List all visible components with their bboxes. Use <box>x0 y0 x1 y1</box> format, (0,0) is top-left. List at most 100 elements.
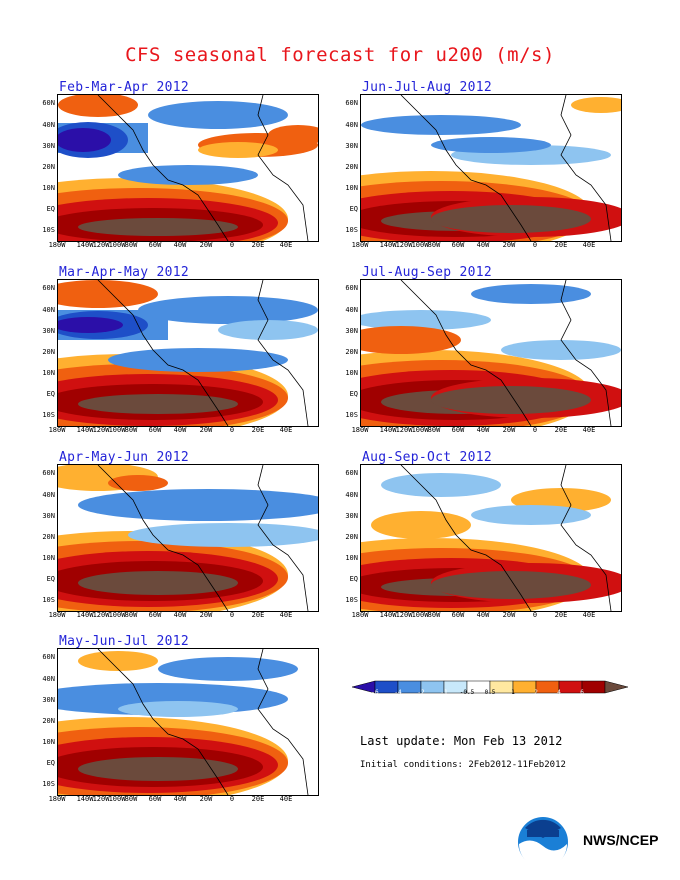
panel-title: Apr-May-Jun 2012 <box>59 450 190 465</box>
x-axis-label: 20W <box>199 426 213 434</box>
y-axis-label: 30N <box>42 327 55 335</box>
x-axis-label: 80W <box>124 426 138 434</box>
y-axis-label: 60N <box>42 469 55 477</box>
y-axis-label: 30N <box>345 142 358 150</box>
panel-title: Mar-Apr-May 2012 <box>59 265 190 280</box>
y-axis-label: EQ <box>46 759 55 767</box>
y-axis-label: 20N <box>42 348 55 356</box>
panel-title: Aug-Sep-Oct 2012 <box>362 450 493 465</box>
x-axis-label: 100W <box>411 426 429 434</box>
y-axis-label: 30N <box>345 512 358 520</box>
x-axis-label: 40E <box>279 795 293 803</box>
u200-field-map <box>58 649 309 795</box>
x-axis-label: 20E <box>251 241 265 249</box>
x-axis-label: 100W <box>411 611 429 619</box>
y-axis-label: 20N <box>345 163 358 171</box>
y-axis-label: EQ <box>349 205 358 213</box>
y-axis-label: 10N <box>42 554 55 562</box>
y-axis-label: 30N <box>42 142 55 150</box>
x-axis-label: 20W <box>199 241 213 249</box>
x-axis-label: 80W <box>124 241 138 249</box>
y-axis-label: 10S <box>42 596 55 604</box>
colorbar-tick-label: 1 <box>511 689 515 696</box>
colorbar-tick-label: -6 <box>371 689 379 696</box>
u200-field-map <box>58 465 318 611</box>
y-axis-label: 60N <box>345 284 358 292</box>
x-axis-label: 40E <box>582 426 596 434</box>
panel-map <box>360 464 622 612</box>
x-axis-label: 80W <box>124 611 138 619</box>
x-axis-label: 180W <box>48 795 66 803</box>
x-axis-label: 140W <box>76 611 94 619</box>
x-axis-label: 40W <box>476 426 490 434</box>
y-axis-label: 10S <box>42 226 55 234</box>
y-axis-label: 10S <box>42 780 55 788</box>
x-axis-label: 20E <box>554 426 568 434</box>
x-axis-label: 40W <box>173 426 187 434</box>
x-axis-label: 40W <box>173 795 187 803</box>
x-axis-label: 40E <box>279 241 293 249</box>
x-axis-label: 0 <box>229 795 235 803</box>
x-axis-label: 20W <box>502 611 516 619</box>
x-axis-label: 120W <box>395 611 413 619</box>
colorbar-tick-label: -2 <box>417 689 425 696</box>
y-axis-label: 40N <box>42 121 55 129</box>
x-axis-label: 180W <box>48 241 66 249</box>
x-axis-label: 0 <box>229 241 235 249</box>
x-axis-label: 40E <box>582 611 596 619</box>
colorbar-tick-label: 4 <box>557 689 561 696</box>
panel-map <box>57 464 319 612</box>
y-axis-label: EQ <box>46 390 55 398</box>
y-axis-label: 60N <box>345 469 358 477</box>
last-update-text: Last update: Mon Feb 13 2012 <box>360 734 563 748</box>
colorbar <box>352 680 628 694</box>
colorbar-tick-label: -0.5 <box>459 689 475 696</box>
x-axis-label: 180W <box>351 241 369 249</box>
x-axis-label: 20E <box>554 611 568 619</box>
y-axis-label: 40N <box>42 675 55 683</box>
y-axis-label: 30N <box>42 696 55 704</box>
x-axis-label: 80W <box>427 241 441 249</box>
u200-field-map <box>58 95 318 241</box>
u200-field-map <box>361 95 621 241</box>
x-axis-label: 140W <box>379 611 397 619</box>
y-axis-label: 10N <box>345 369 358 377</box>
x-axis-label: 40E <box>279 611 293 619</box>
colorbar-segment <box>604 680 628 694</box>
y-axis-label: 10N <box>42 184 55 192</box>
x-axis-label: 100W <box>108 795 126 803</box>
x-axis-label: 60W <box>148 611 162 619</box>
x-axis-label: 80W <box>124 795 138 803</box>
x-axis-label: 40W <box>476 241 490 249</box>
u200-field-map <box>361 280 621 426</box>
x-axis-label: 40W <box>173 611 187 619</box>
x-axis-label: 120W <box>92 795 110 803</box>
y-axis-label: 20N <box>42 163 55 171</box>
x-axis-label: 140W <box>379 241 397 249</box>
x-axis-label: 180W <box>351 611 369 619</box>
x-axis-label: 40E <box>279 426 293 434</box>
panel-map <box>57 94 319 242</box>
x-axis-label: 180W <box>351 426 369 434</box>
x-axis-label: 100W <box>108 611 126 619</box>
page-title: CFS seasonal forecast for u200 (m/s) <box>125 44 555 66</box>
x-axis-label: 20E <box>251 426 265 434</box>
x-axis-label: 60W <box>451 611 465 619</box>
y-axis-label: EQ <box>349 575 358 583</box>
forecast-panel: Feb-Mar-Apr 2012 60N 40N 30N 20N 10N EQ 10S 180W… <box>42 80 357 256</box>
y-axis-label: 30N <box>42 512 55 520</box>
y-axis-label: 60N <box>345 99 358 107</box>
y-axis-label: 20N <box>42 533 55 541</box>
x-axis-label: 180W <box>48 611 66 619</box>
colorbar-tick-label: 6 <box>580 689 584 696</box>
y-axis-label: 40N <box>345 491 358 499</box>
forecast-panel: Mar-Apr-May 2012 60N 40N 30N 20N 10N EQ 10S 180W… <box>42 265 357 441</box>
x-axis-label: 120W <box>92 611 110 619</box>
initial-conditions-text: Initial conditions: 2Feb2012-11Feb2012 <box>360 760 566 770</box>
x-axis-label: 0 <box>229 426 235 434</box>
y-axis-label: 40N <box>42 491 55 499</box>
x-axis-label: 0 <box>229 611 235 619</box>
x-axis-label: 140W <box>76 426 94 434</box>
panel-title: Jul-Aug-Sep 2012 <box>362 265 493 280</box>
x-axis-label: 20W <box>502 426 516 434</box>
